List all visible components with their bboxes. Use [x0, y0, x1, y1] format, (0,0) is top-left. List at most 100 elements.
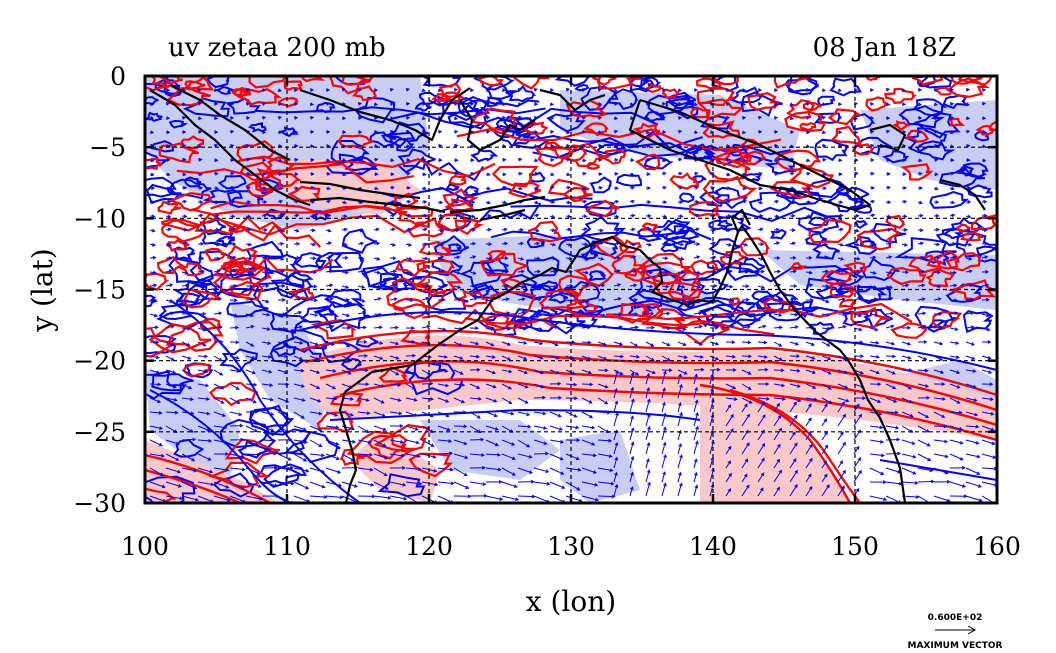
- wind-vector: [917, 355, 927, 361]
- vorticity-contour: [927, 319, 949, 333]
- wind-vector: [901, 439, 915, 445]
- vorticity-contour: [813, 112, 842, 124]
- vorticity-contour: [690, 106, 711, 119]
- wind-vector: [533, 397, 545, 399]
- wind-vector: [789, 442, 798, 455]
- wind-vector: [917, 383, 929, 387]
- wind-vector-head: [918, 88, 923, 92]
- wind-vector-head: [599, 213, 604, 218]
- wind-vector-head: [433, 469, 438, 473]
- wind-vector-head: [608, 454, 613, 458]
- wind-vector-head: [168, 256, 173, 260]
- wind-vector-head: [534, 102, 539, 106]
- wind-vector: [773, 415, 782, 427]
- wind-vector-head: [757, 116, 763, 120]
- vorticity-contour: [340, 357, 362, 371]
- wind-vector-head: [534, 130, 539, 134]
- vorticity-contour: [224, 438, 281, 465]
- wind-vector: [629, 387, 634, 399]
- wind-vector-head: [680, 242, 685, 247]
- wind-vector-head: [871, 213, 876, 218]
- vorticity-contour: [471, 107, 516, 132]
- wind-vector-head: [390, 116, 395, 120]
- wind-vector-head: [812, 385, 817, 389]
- wind-vector-head: [344, 242, 349, 247]
- wind-vector: [373, 397, 385, 404]
- x-tick-label: 140: [689, 532, 737, 561]
- wind-vector: [149, 481, 165, 488]
- wind-vector: [597, 341, 607, 346]
- wind-vector-head: [554, 342, 559, 347]
- wind-vector-head: [240, 437, 245, 442]
- wind-vector-head: [412, 353, 417, 358]
- wind-vector: [901, 313, 910, 317]
- wind-vector-head: [326, 88, 331, 92]
- wind-vector-head: [350, 413, 355, 417]
- wind-vector-head: [282, 312, 287, 317]
- wind-vector-head: [809, 298, 814, 302]
- wind-vector-head: [926, 395, 931, 400]
- wind-vector-head: [262, 172, 267, 176]
- wind-vector-head: [323, 495, 328, 499]
- wind-vector-head: [941, 382, 946, 386]
- wind-vector-head: [158, 442, 163, 447]
- wind-vector-head: [407, 242, 413, 247]
- wind-vector-head: [241, 467, 246, 472]
- wind-vector-head: [352, 439, 357, 444]
- wind-vector: [437, 425, 450, 431]
- wind-vector-head: [159, 426, 164, 430]
- vorticity-contour: [380, 131, 416, 148]
- vorticity-contour: [457, 99, 491, 118]
- wind-vector-head: [952, 241, 957, 246]
- vorticity-contour: [544, 141, 562, 152]
- wind-vector-head: [318, 443, 323, 448]
- wind-vector-head: [812, 370, 817, 375]
- wind-vector: [933, 439, 948, 443]
- wind-vector: [437, 285, 445, 288]
- wind-vector-head: [327, 213, 332, 218]
- wind-vector: [693, 472, 697, 483]
- wind-vector: [533, 355, 543, 359]
- wind-vector: [373, 425, 386, 431]
- tick-marks: [143, 74, 999, 505]
- wind-vector: [885, 397, 897, 403]
- wind-vector: [677, 472, 682, 483]
- wind-vector-head: [1001, 271, 1004, 274]
- wind-vector-head: [858, 469, 862, 474]
- wind-vector-head: [421, 116, 426, 120]
- wind-vector-head: [967, 214, 972, 219]
- wind-vector-head: [270, 412, 275, 416]
- wind-vector: [869, 341, 879, 344]
- wind-vector-head: [826, 326, 831, 331]
- wind-vector: [309, 411, 322, 415]
- wind-vector: [661, 312, 670, 315]
- wind-vector-head: [172, 384, 177, 389]
- x-tick-label: 120: [405, 532, 453, 561]
- wind-vector-head: [216, 242, 221, 247]
- wind-vector-head: [301, 398, 306, 402]
- wind-vector-head: [182, 157, 187, 162]
- wind-vector-head: [407, 213, 412, 218]
- wind-vector-head: [202, 342, 207, 347]
- wind-vector-head: [151, 200, 156, 205]
- wind-vector-head: [778, 325, 783, 330]
- vector-scale-arrow: [935, 625, 977, 635]
- wind-vector-head: [614, 186, 619, 190]
- wind-vector-head: [796, 384, 801, 388]
- vorticity-contour: [955, 232, 997, 258]
- wind-vector-head: [1001, 257, 1004, 260]
- wind-vector: [773, 459, 780, 469]
- wind-vector-head: [375, 214, 380, 218]
- vorticity-contour: [856, 227, 901, 251]
- wind-vector: [421, 397, 433, 400]
- wind-vector: [901, 453, 916, 458]
- wind-vector-head: [886, 116, 891, 120]
- wind-vector: [277, 481, 294, 485]
- wind-vector-head: [236, 369, 241, 373]
- vorticity-contour: [355, 335, 379, 348]
- wind-vector: [213, 481, 229, 489]
- coastline-solomons: [939, 178, 986, 211]
- wind-vector-head: [571, 356, 576, 360]
- wind-vector: [213, 439, 228, 444]
- wind-vector: [965, 397, 977, 402]
